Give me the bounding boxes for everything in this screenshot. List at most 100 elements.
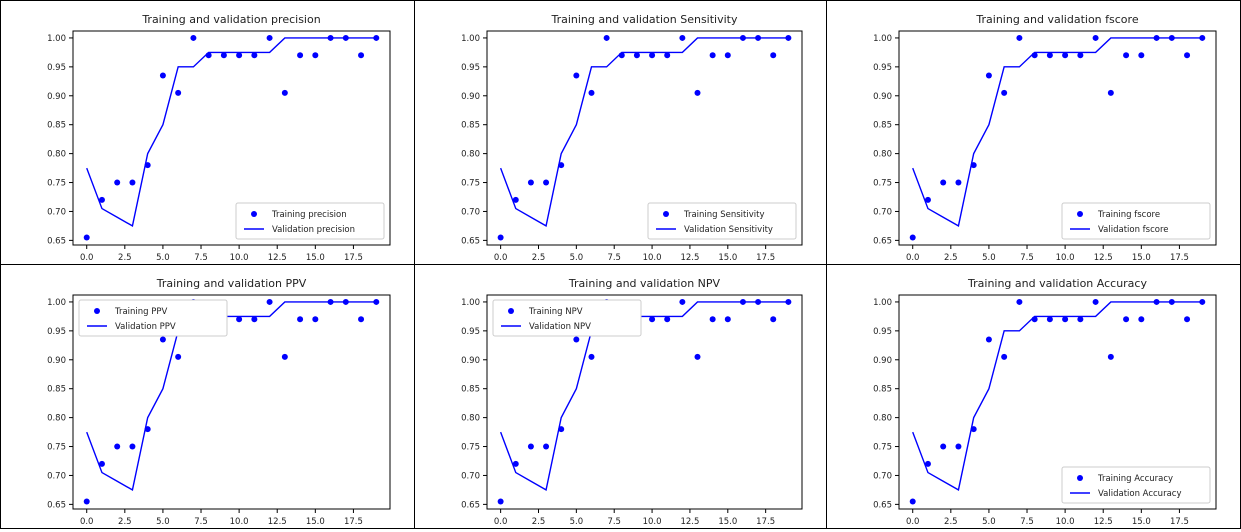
x-tick-label: 12.5	[268, 517, 287, 527]
y-tick-label: 0.75	[47, 179, 66, 189]
y-tick-label: 1.00	[873, 34, 892, 44]
y-tick-label: 0.80	[873, 150, 892, 160]
legend-point-marker	[251, 211, 257, 217]
y-tick-label: 0.75	[873, 443, 892, 453]
y-tick-label: 0.90	[873, 356, 892, 366]
y-tick-label: 0.90	[47, 356, 66, 366]
x-tick-label: 7.5	[607, 517, 621, 527]
chart-panel-accuracy: Training and validation Accuracy 0.65 0.70…	[826, 264, 1241, 529]
training-point	[497, 498, 504, 505]
y-tick-label: 0.95	[47, 327, 66, 337]
legend-box	[235, 202, 385, 240]
chart-panel-npv: Training and validation NPV 0.65 0.70 0.75 0…	[414, 264, 827, 529]
training-point	[527, 443, 534, 450]
validation-line	[499, 37, 789, 227]
training-point	[724, 316, 731, 323]
x-tick-label: 2.5	[118, 517, 132, 527]
x-tick-label: 2.5	[532, 517, 546, 527]
legend-label: Training precision	[271, 210, 347, 220]
legend-label: Validation Accuracy	[1098, 489, 1181, 499]
legend-label: Training Accuracy	[1097, 474, 1173, 484]
y-tick-label: 0.70	[47, 207, 66, 217]
chart-panel-precision: Training and validation precision 0.65 0.7…	[0, 0, 415, 265]
plot-frame	[898, 30, 1217, 246]
training-point	[175, 353, 182, 360]
y-tick-label: 0.85	[873, 121, 892, 131]
y-tick-label: 1.00	[873, 298, 892, 308]
x-tick-label: 17.5	[756, 517, 775, 527]
validation-line	[912, 37, 1203, 227]
y-tick-label: 0.70	[461, 471, 480, 481]
training-point	[98, 460, 105, 467]
training-point	[281, 89, 288, 96]
x-tick-label: 7.5	[1020, 517, 1034, 527]
training-point	[924, 196, 931, 203]
y-tick-label: 0.75	[873, 179, 892, 189]
y-tick-label: 0.90	[461, 92, 480, 102]
training-point	[497, 234, 504, 241]
x-tick-label: 12.5	[680, 517, 699, 527]
x-tick-label: 5.0	[156, 253, 170, 263]
y-tick-label: 0.95	[47, 63, 66, 73]
training-point	[940, 179, 947, 186]
y-tick-label: 0.85	[873, 385, 892, 395]
y-tick-label: 0.65	[461, 236, 480, 246]
y-tick-label: 0.95	[461, 327, 480, 337]
chart-title: Training and validation PPV	[156, 277, 307, 290]
training-point	[297, 316, 304, 323]
training-point	[1138, 316, 1145, 323]
training-point	[573, 72, 580, 79]
y-tick-label: 0.85	[47, 385, 66, 395]
y-tick-label: 0.85	[461, 121, 480, 131]
y-tick-label: 1.00	[461, 34, 480, 44]
chart-title: Training and validation Sensitivity	[550, 13, 738, 26]
x-tick-label: 17.5	[1170, 517, 1189, 527]
training-point	[603, 34, 610, 41]
y-tick-label: 0.80	[873, 414, 892, 424]
training-point	[1092, 298, 1099, 305]
training-point	[1123, 52, 1130, 59]
x-tick-label: 12.5	[680, 253, 699, 263]
x-tick-label: 12.5	[268, 253, 287, 263]
y-tick-label: 0.75	[461, 179, 480, 189]
chart-svg-accuracy: Training and validation Accuracy 0.65 0.70…	[873, 277, 1217, 527]
legend-point-marker	[1077, 475, 1083, 481]
training-point	[1138, 52, 1145, 59]
training-point	[1062, 316, 1069, 323]
x-tick-label: 17.5	[344, 253, 363, 263]
training-point	[573, 336, 580, 343]
y-tick-label: 0.70	[873, 471, 892, 481]
training-point	[1046, 52, 1053, 59]
training-point	[1062, 52, 1069, 59]
training-point	[312, 316, 319, 323]
training-point	[114, 443, 121, 450]
y-tick-label: 0.65	[461, 500, 480, 510]
legend-label: Validation fscore	[1098, 225, 1169, 235]
y-tick-label: 0.80	[47, 150, 66, 160]
y-tick-label: 1.00	[47, 298, 66, 308]
x-tick-label: 10.0	[230, 253, 249, 263]
y-tick-label: 0.70	[47, 471, 66, 481]
chart-svg-sensitivity: Training and validation Sensitivity 0.65 0…	[461, 13, 803, 263]
training-point	[1001, 89, 1008, 96]
legend-label: Validation Sensitivity	[684, 225, 773, 235]
training-point	[1123, 316, 1130, 323]
y-tick-label: 0.65	[873, 236, 892, 246]
training-point	[985, 72, 992, 79]
chart-svg-npv: Training and validation NPV 0.65 0.70 0.75 0…	[461, 277, 803, 527]
training-point	[679, 298, 686, 305]
legend-label: Validation precision	[272, 225, 355, 235]
training-point	[1199, 34, 1206, 41]
training-point	[694, 353, 701, 360]
training-point	[1107, 353, 1114, 360]
training-point	[297, 52, 304, 59]
training-point	[1046, 316, 1053, 323]
training-point	[588, 353, 595, 360]
training-point	[266, 298, 273, 305]
training-point	[129, 443, 136, 450]
chart-svg-fscore: Training and validation fscore 0.65 0.70 0.…	[873, 13, 1217, 263]
legend-label: Training PPV	[114, 307, 167, 317]
plot-frame	[486, 294, 803, 510]
training-point	[220, 52, 227, 59]
